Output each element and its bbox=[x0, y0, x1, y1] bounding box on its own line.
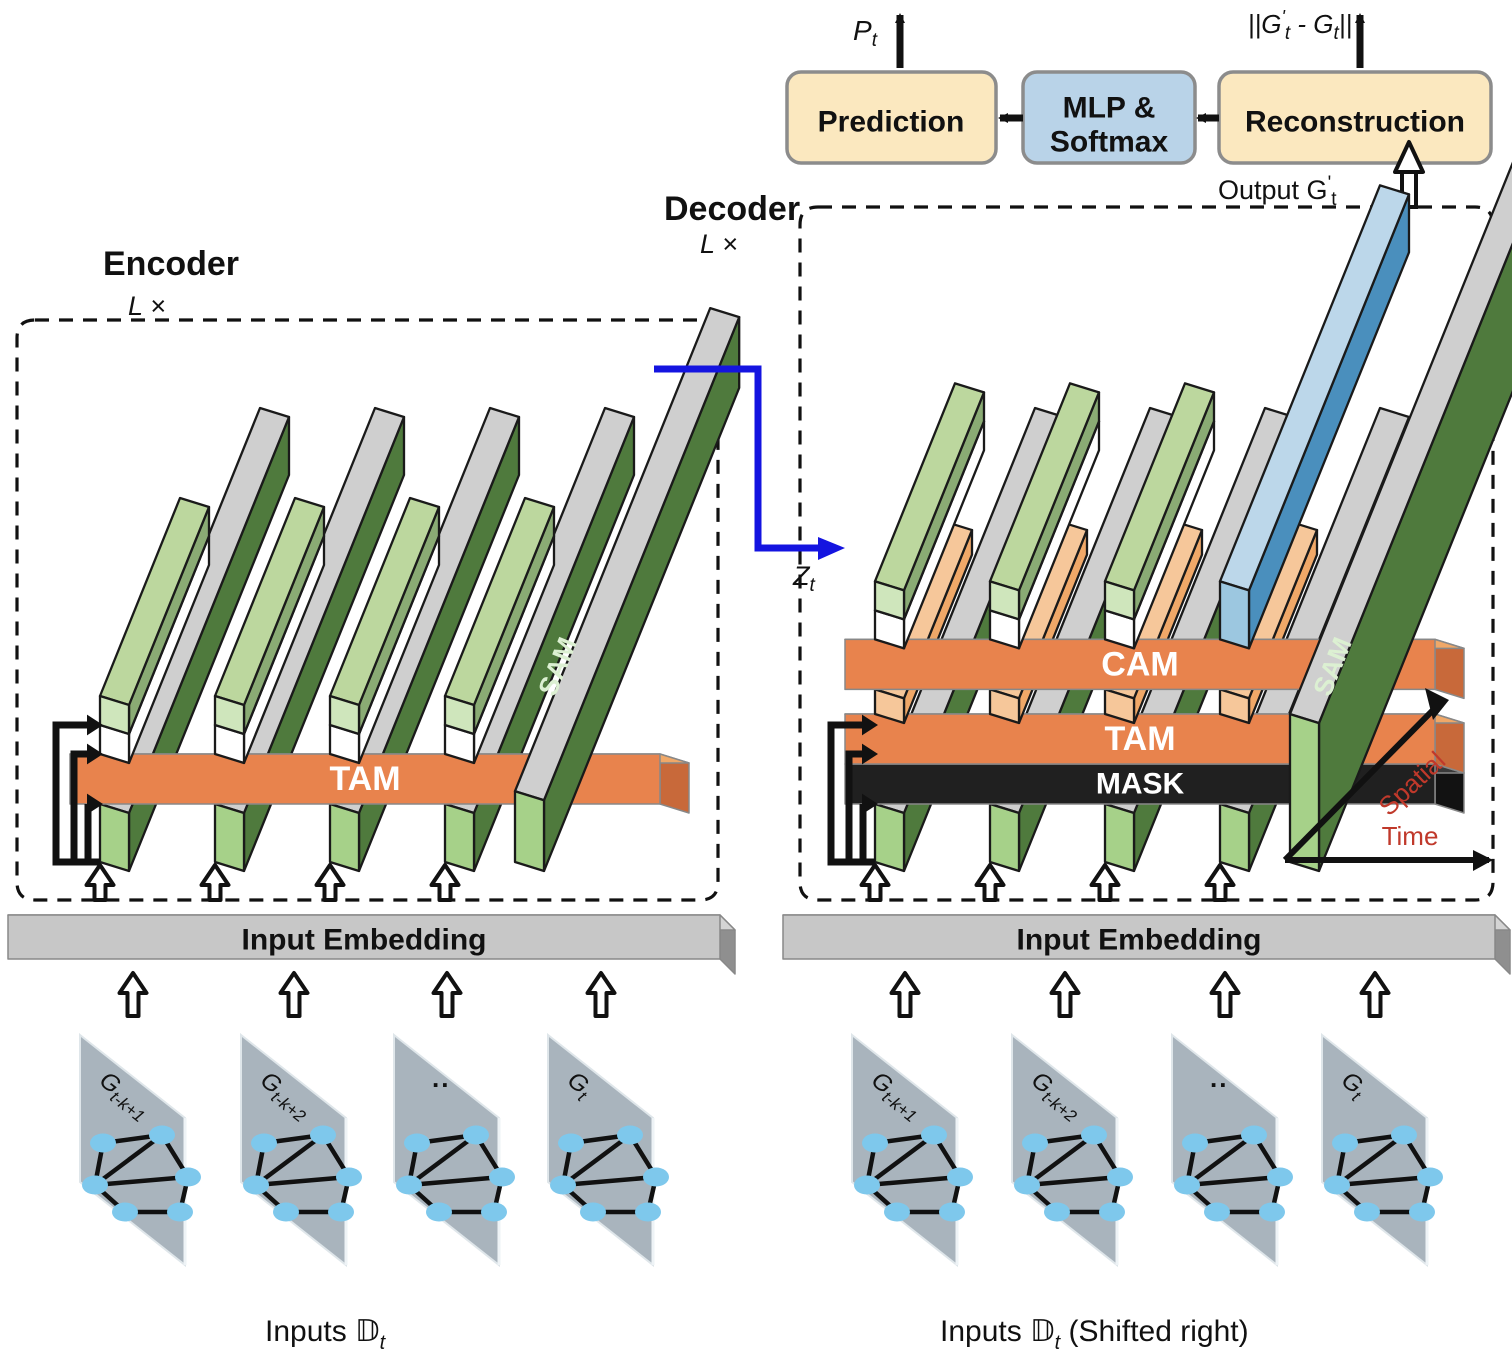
svg-text:TAM: TAM bbox=[1104, 720, 1175, 758]
svg-text:CAM: CAM bbox=[1101, 645, 1178, 683]
svg-text:Input Embedding: Input Embedding bbox=[242, 924, 487, 957]
svg-text:Output G't: Output G't bbox=[1218, 173, 1337, 210]
svg-text:L ×: L × bbox=[128, 291, 166, 321]
svg-text:Time: Time bbox=[1382, 821, 1439, 851]
svg-text:Softmax: Softmax bbox=[1050, 126, 1169, 159]
svg-text:..: .. bbox=[1210, 1063, 1228, 1093]
svg-text:..: .. bbox=[432, 1063, 450, 1093]
svg-text:MASK: MASK bbox=[1096, 768, 1185, 801]
svg-text:Decoder: Decoder bbox=[664, 190, 800, 228]
svg-text:Encoder: Encoder bbox=[103, 245, 239, 283]
svg-text:Input Embedding: Input Embedding bbox=[1017, 924, 1262, 957]
svg-text:MLP &: MLP & bbox=[1063, 92, 1156, 125]
svg-text:Reconstruction: Reconstruction bbox=[1245, 106, 1465, 139]
svg-text:TAM: TAM bbox=[329, 760, 400, 798]
svg-text:L ×: L × bbox=[700, 229, 738, 259]
svg-text:Prediction: Prediction bbox=[818, 106, 965, 139]
